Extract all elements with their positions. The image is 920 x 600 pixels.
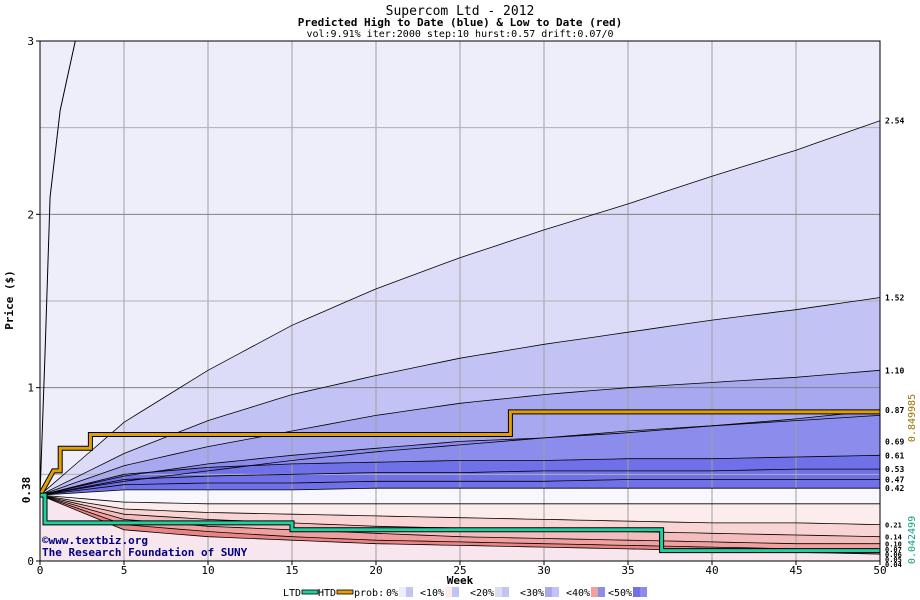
high-percentile-line xyxy=(40,479,880,496)
x-tick-label: 50 xyxy=(873,564,886,577)
watermark-org: The Research Foundation of SUNY xyxy=(42,546,248,559)
low-percentile-line xyxy=(40,494,880,550)
high-percentile-line xyxy=(40,415,880,496)
x-tick-label: 10 xyxy=(201,564,214,577)
x-tick-label: 45 xyxy=(789,564,802,577)
high-percentile-line xyxy=(40,454,880,496)
right-value-label: 0.05 xyxy=(885,556,902,564)
right-axis-low-label: 0.042499 xyxy=(907,516,918,564)
legend-label: <50% xyxy=(608,588,632,599)
y-tick-label: 3 xyxy=(27,35,34,48)
watermark: ©www.textbiz.org The Research Foundation… xyxy=(42,534,248,559)
legend-box-swatch-half xyxy=(598,587,605,597)
high-percentile-line xyxy=(40,369,880,496)
x-tick-label: 40 xyxy=(705,564,718,577)
legend-box-swatch-half xyxy=(640,587,647,597)
x-tick-label: 30 xyxy=(537,564,550,577)
low-percentile-line xyxy=(40,494,880,525)
legend-line-swatch xyxy=(301,589,319,595)
y-tick-label: 2 xyxy=(27,208,34,221)
right-value-label: 1.10 xyxy=(885,366,904,375)
legend-box-swatch-half xyxy=(452,587,459,597)
legend-box-swatch-half xyxy=(406,587,413,597)
right-value-label: 0.87 xyxy=(885,406,904,415)
y-tick-label: 0 xyxy=(27,555,34,568)
legend-box-swatch-half xyxy=(552,587,559,597)
right-value-label: 0.06 xyxy=(885,551,902,559)
ltd-line xyxy=(40,493,880,553)
max-high-spike xyxy=(40,41,76,496)
legend-label: HTD xyxy=(318,588,336,599)
right-axis-high-label: 0.849985 xyxy=(907,394,918,442)
x-tick-label: 20 xyxy=(369,564,382,577)
right-value-label: 1.52 xyxy=(885,294,904,303)
right-value-label: 0.42 xyxy=(885,484,904,493)
high-percentile-line xyxy=(40,487,880,496)
start-price-label: 0.38 xyxy=(20,477,33,504)
legend-label: <40% xyxy=(566,588,590,599)
right-value-label: 0.69 xyxy=(885,437,904,446)
percentile-lines xyxy=(40,41,880,555)
x-tick-label: 25 xyxy=(453,564,466,577)
plot-content xyxy=(40,41,880,561)
legend-label: <10% xyxy=(420,588,444,599)
low-percentile-line xyxy=(40,494,880,505)
right-value-label: 2.54 xyxy=(885,117,904,126)
chart-title: Supercom Ltd - 2012 xyxy=(386,4,535,19)
legend: LTD HTD prob: 0% <10% <20% <30% <40% <50% xyxy=(283,587,647,599)
high-percentile-line xyxy=(40,409,880,496)
right-value-label: 0.47 xyxy=(885,476,904,485)
high-percentile-line xyxy=(40,120,880,496)
legend-label: prob: xyxy=(354,588,384,599)
htd-line xyxy=(40,410,880,496)
legend-label: LTD xyxy=(283,588,301,599)
chart-subtitle: Predicted High to Date (blue) & Low to D… xyxy=(298,16,623,29)
y-tick-label: 1 xyxy=(27,382,34,395)
legend-label: <20% xyxy=(470,588,494,599)
high-percentile-line xyxy=(40,468,880,496)
legend-label: 0% xyxy=(386,588,398,599)
right-value-label: 0.04 xyxy=(885,561,902,569)
right-value-label: 0.53 xyxy=(885,465,904,474)
legend-box-swatch-half xyxy=(502,587,509,597)
x-tick-label: 0 xyxy=(37,564,44,577)
right-value-label: 0.10 xyxy=(885,541,902,549)
x-tick-label: 5 xyxy=(121,564,128,577)
band-low-20pct xyxy=(40,495,880,537)
right-value-label: 0.14 xyxy=(885,534,902,542)
x-tick-label: 15 xyxy=(285,564,298,577)
legend-label: <30% xyxy=(520,588,544,599)
x-tick-label: 35 xyxy=(621,564,634,577)
plot-area: 0 5 10 15 20 25 30 35 40 45 50 0 1 2 3 2.54 1.52 1.10 0.87… xyxy=(27,35,904,577)
legend-line-swatch xyxy=(336,589,354,595)
right-value-label: 0.07 xyxy=(885,546,902,554)
band-low-tail xyxy=(40,495,880,561)
chart-params: vol:9.91% iter:2000 step:10 hurst:0.57 d… xyxy=(306,29,613,40)
y-axis-label: Price ($) xyxy=(3,270,16,330)
right-value-label: 0.21 xyxy=(885,522,902,530)
watermark-url: ©www.textbiz.org xyxy=(42,534,148,547)
right-value-label: 0.61 xyxy=(885,451,904,460)
high-percentile-line xyxy=(40,297,880,496)
x-axis-label: Week xyxy=(447,574,474,587)
